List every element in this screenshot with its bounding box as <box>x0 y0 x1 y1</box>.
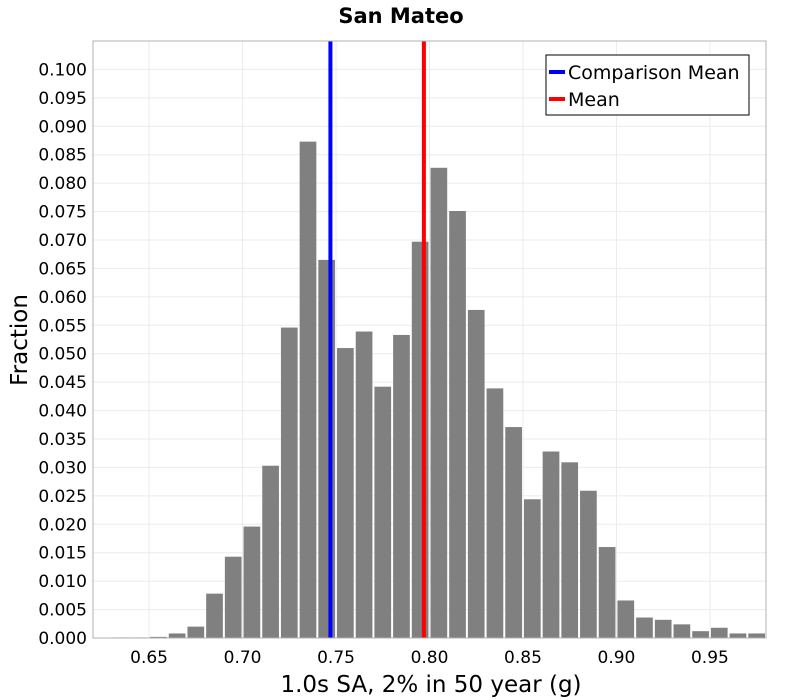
histogram-bar <box>449 211 466 638</box>
x-tick-label: 0.85 <box>504 648 542 668</box>
histogram-bar <box>505 427 522 638</box>
histogram-bar <box>280 327 298 638</box>
histogram-bar <box>262 465 279 638</box>
histogram-bar <box>561 462 579 638</box>
histogram-bar <box>710 627 728 638</box>
histogram-bar <box>299 141 317 638</box>
histogram-bar <box>187 626 205 638</box>
histogram-bar <box>355 331 373 638</box>
histogram-bar <box>636 617 653 638</box>
x-tick-label: 0.75 <box>317 648 355 668</box>
y-tick-label: 0.035 <box>38 430 87 450</box>
histogram-bar <box>393 334 410 638</box>
y-tick-label: 0.025 <box>38 487 87 507</box>
y-tick-label: 0.070 <box>38 231 87 251</box>
y-tick-label: 0.015 <box>38 544 87 564</box>
y-tick-label: 0.010 <box>38 572 87 592</box>
histogram-bar <box>374 386 392 638</box>
histogram-bar <box>748 633 765 638</box>
y-tick-label: 0.055 <box>38 316 87 336</box>
x-tick-label: 0.90 <box>598 648 636 668</box>
histogram-bar <box>318 259 336 638</box>
y-tick-label: 0.080 <box>38 174 87 194</box>
histogram-bars <box>112 141 765 638</box>
y-tick-label: 0.095 <box>38 89 87 109</box>
legend-label: Comparison Mean <box>568 62 740 84</box>
x-tick-label: 0.95 <box>691 648 729 668</box>
y-tick-label: 0.100 <box>38 60 87 80</box>
y-tick-label: 0.030 <box>38 458 87 478</box>
x-tick-label: 0.80 <box>411 648 449 668</box>
y-axis-label: Fraction <box>7 294 33 386</box>
y-tick-label: 0.045 <box>38 373 87 393</box>
histogram-bar <box>542 451 560 638</box>
histogram-bar <box>337 348 354 638</box>
histogram-bar <box>411 241 429 638</box>
histogram-bar <box>598 547 616 638</box>
histogram-bar <box>523 499 541 638</box>
histogram-bar <box>168 633 186 638</box>
y-tick-label: 0.050 <box>38 345 87 365</box>
histogram-bar <box>617 600 635 638</box>
legend-label: Mean <box>568 89 620 111</box>
histogram-bar <box>673 624 691 638</box>
histogram-bar <box>486 388 504 638</box>
histogram-bar <box>654 619 672 638</box>
x-axis-ticks: 0.65 0.70 0.75 0.80 0.85 0.90 0.95 <box>130 648 729 668</box>
y-tick-label: 0.020 <box>38 515 87 535</box>
y-tick-label: 0.000 <box>38 629 87 649</box>
y-tick-label: 0.075 <box>38 203 87 223</box>
histogram-bar <box>692 631 709 638</box>
x-axis-label: 1.0s SA, 2% in 50 year (g) <box>280 672 581 698</box>
plot-border <box>92 40 767 639</box>
histogram-bar <box>467 309 485 638</box>
x-tick-label: 0.70 <box>224 648 262 668</box>
x-tick-label: 0.65 <box>130 648 168 668</box>
histogram-bar <box>150 636 167 638</box>
histogram-bar <box>430 167 448 638</box>
y-tick-label: 0.060 <box>38 288 87 308</box>
legend-box <box>545 54 750 116</box>
histogram-bar <box>580 490 597 638</box>
histogram-bar <box>206 593 223 638</box>
y-tick-label: 0.065 <box>38 259 87 279</box>
y-tick-label: 0.085 <box>38 146 87 166</box>
y-tick-label: 0.040 <box>38 402 87 422</box>
y-tick-label: 0.090 <box>38 117 87 137</box>
histogram-bar <box>224 556 242 638</box>
chart-title: San Mateo <box>338 4 463 28</box>
y-tick-label: 0.005 <box>38 601 87 621</box>
legend: Comparison Mean Mean <box>545 54 750 116</box>
histogram-bar <box>729 633 747 638</box>
mean-lines <box>328 41 426 638</box>
histogram-bar <box>243 526 261 638</box>
y-axis-ticks: 0.000 0.005 0.010 0.015 0.020 0.025 0.030 0.035… <box>38 60 87 649</box>
